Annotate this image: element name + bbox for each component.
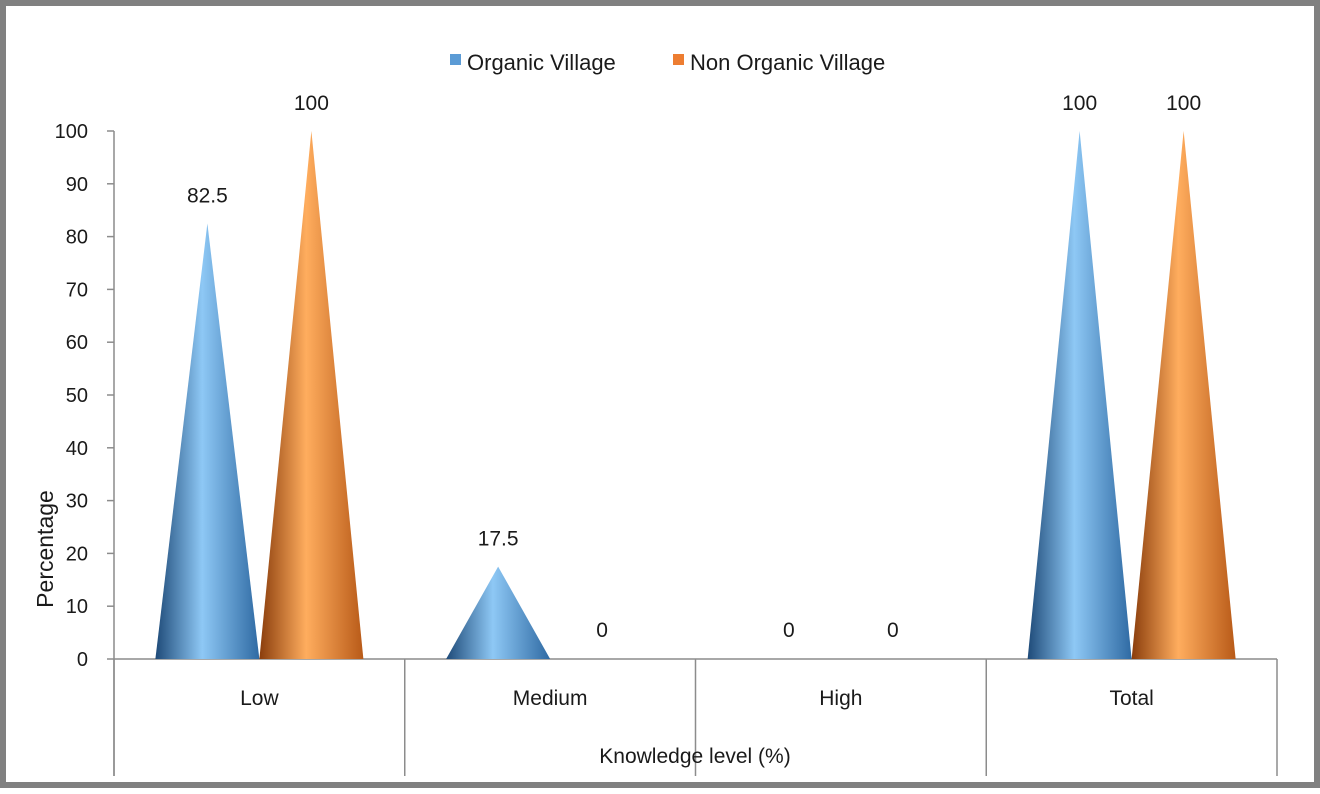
bar-organic-village-medium	[446, 566, 551, 659]
data-label-organic-village-total: 100	[1062, 92, 1097, 115]
x-axis-title: Knowledge level (%)	[599, 745, 790, 768]
x-tick-label-total: Total	[1109, 687, 1153, 710]
bar-organic-village-low	[155, 223, 260, 659]
y-tick-label: 0	[77, 649, 88, 671]
data-label-non-organic-village-high: 0	[887, 619, 899, 642]
x-tick-label-low: Low	[240, 687, 279, 710]
cone-bar-chart: Organic Village Non Organic Village 0 10 20…	[32, 50, 1278, 776]
bars	[155, 131, 1236, 659]
y-tick-label: 60	[66, 332, 88, 354]
data-label-organic-village-medium: 17.5	[478, 528, 519, 551]
y-tick-label: 80	[66, 227, 88, 249]
data-label-non-organic-village-low: 100	[294, 92, 329, 115]
y-tick-label: 40	[66, 438, 88, 460]
y-tick-label: 100	[55, 121, 88, 143]
data-label-organic-village-high: 0	[783, 619, 795, 642]
data-label-non-organic-village-medium: 0	[596, 619, 608, 642]
data-label-non-organic-village-total: 100	[1166, 92, 1201, 115]
y-tick-label: 30	[66, 491, 88, 513]
y-axis: 0 10 20 30 40 50 60 70 80 90 100	[55, 121, 115, 776]
legend-label-non-organic-village: Non Organic Village	[690, 50, 885, 75]
x-tick-label-medium: Medium	[513, 687, 588, 710]
legend: Organic Village Non Organic Village	[450, 50, 885, 75]
bar-organic-village-total	[1027, 131, 1132, 659]
y-tick-label: 20	[66, 543, 88, 565]
data-labels: 82.5 100 17.5 0 0 0 100 100	[187, 92, 1201, 642]
legend-swatch-organic-village	[450, 54, 461, 65]
x-tick-label-high: High	[819, 687, 862, 710]
data-label-organic-village-low: 82.5	[187, 184, 228, 207]
legend-label-organic-village: Organic Village	[467, 50, 616, 75]
y-tick-label: 70	[66, 279, 88, 301]
y-axis-title: Percentage	[32, 490, 58, 608]
bar-non-organic-village-low	[259, 131, 364, 659]
legend-swatch-non-organic-village	[673, 54, 684, 65]
bar-non-organic-village-total	[1131, 131, 1236, 659]
y-tick-label: 50	[66, 385, 88, 407]
y-tick-label: 10	[66, 596, 88, 618]
y-tick-label: 90	[66, 174, 88, 196]
